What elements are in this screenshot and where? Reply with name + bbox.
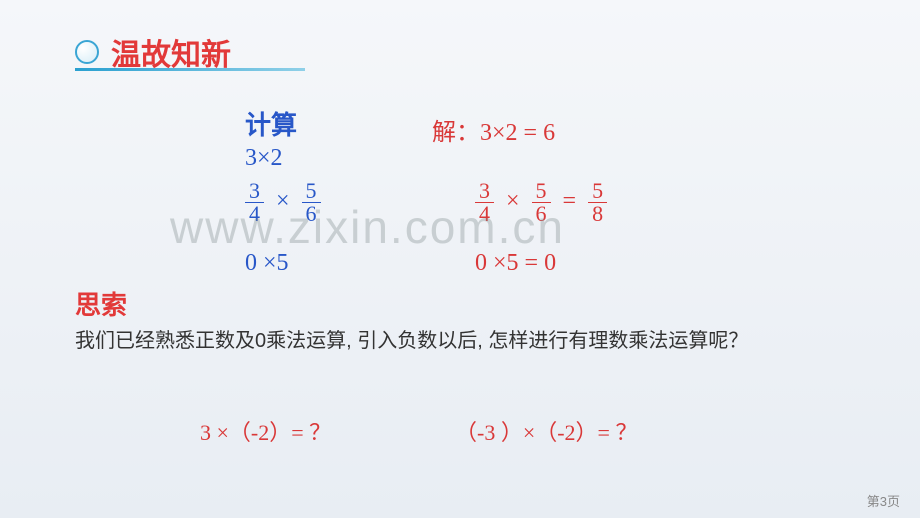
frac-den: 4 (245, 203, 264, 225)
frac-num: 5 (588, 180, 607, 203)
frac-num: 5 (302, 180, 321, 203)
frac-den: 8 (588, 203, 607, 225)
solve-expr2: 3 4 × 5 6 = 5 8 (475, 180, 607, 225)
frac-den: 4 (475, 203, 494, 225)
frac-den: 6 (302, 203, 321, 225)
frac-num: 3 (475, 180, 494, 203)
calc-expr3: 0 ×5 (245, 250, 289, 277)
bottom-q1: 3 ×（-2）= ？ (200, 415, 430, 447)
frac-den: 6 (532, 203, 551, 225)
bullet-icon (75, 40, 99, 64)
frac-num: 3 (245, 180, 264, 203)
mult-op: × (276, 188, 290, 214)
calc-expr1: 3×2 (245, 145, 283, 172)
frac-num: 5 (532, 180, 551, 203)
solve-label: 解：3×2 = 6 (432, 112, 555, 147)
mult-op: × (506, 188, 520, 214)
think-label: 思索 (75, 285, 127, 322)
think-text: 我们已经熟悉正数及0乘法运算, 引入负数以后, 怎样进行有理数乘法运算呢？ (75, 325, 845, 357)
solve-expr3: 0 ×5 = 0 (475, 250, 556, 277)
equals: = (563, 188, 577, 214)
title-underline (75, 68, 305, 71)
calc-label: 计算 (245, 105, 297, 142)
bottom-q2: （-3 ）×（-2）= ？ (455, 415, 715, 447)
page-number: 第3页 (867, 491, 900, 510)
calc-expr2: 3 4 × 5 6 (245, 180, 321, 225)
